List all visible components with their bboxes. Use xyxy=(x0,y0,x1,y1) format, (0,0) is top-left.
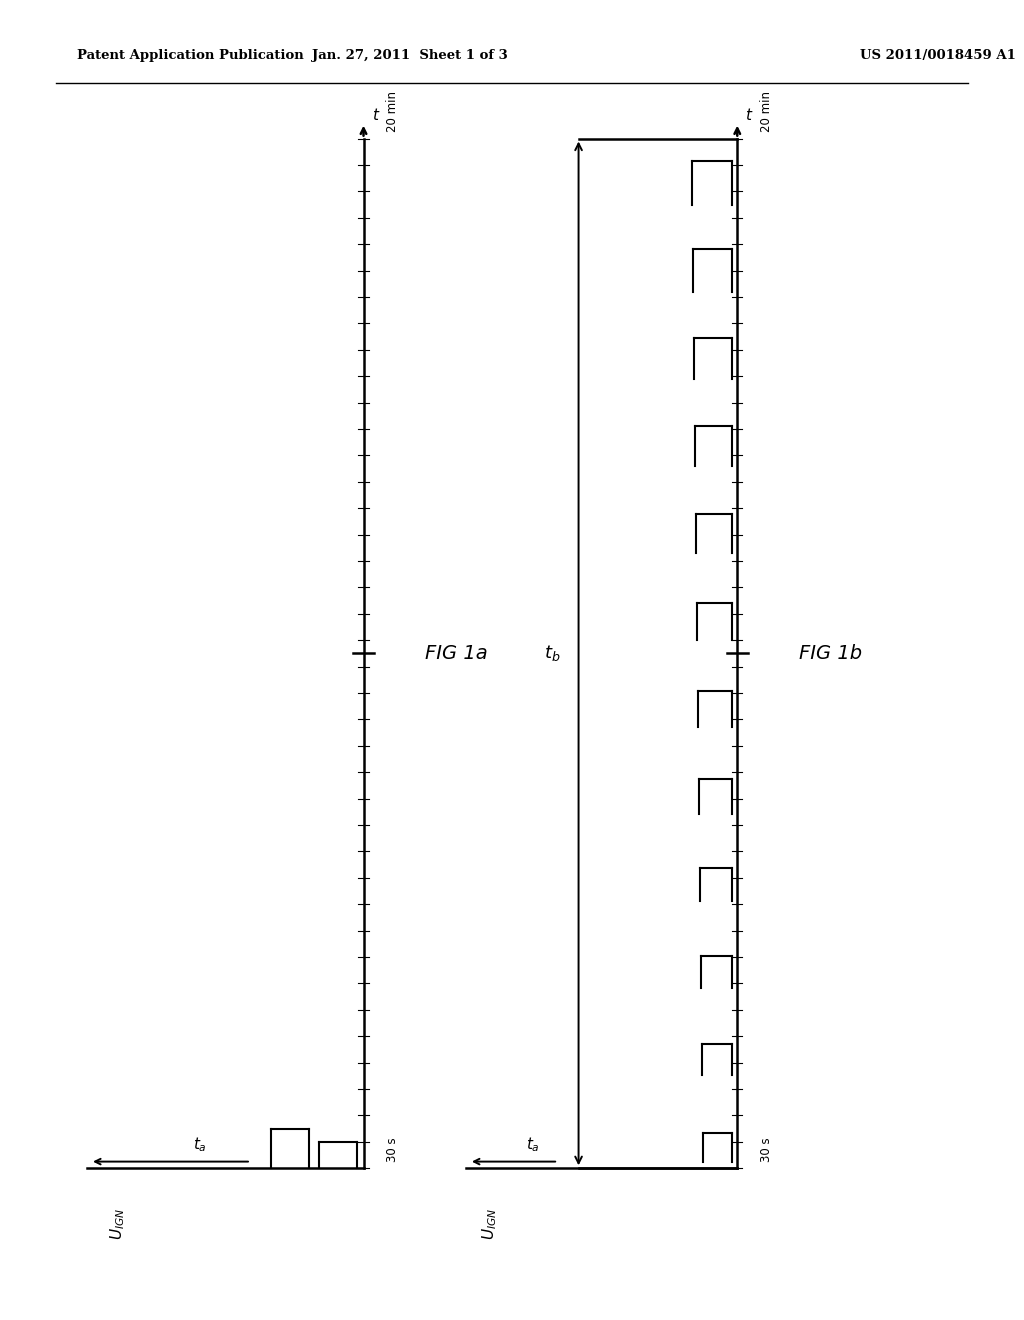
Text: $U_{IGN}$: $U_{IGN}$ xyxy=(480,1208,499,1239)
Text: $U_{IGN}$: $U_{IGN}$ xyxy=(109,1208,127,1239)
Text: $t$: $t$ xyxy=(745,107,754,123)
Text: $t_a$: $t_a$ xyxy=(525,1135,540,1154)
Text: $t_b$: $t_b$ xyxy=(544,643,560,664)
Text: Jan. 27, 2011  Sheet 1 of 3: Jan. 27, 2011 Sheet 1 of 3 xyxy=(311,49,508,62)
Text: 20 min: 20 min xyxy=(386,91,399,132)
Text: 20 min: 20 min xyxy=(760,91,773,132)
Text: Patent Application Publication: Patent Application Publication xyxy=(77,49,303,62)
Text: FIG 1a: FIG 1a xyxy=(425,644,487,663)
Text: FIG 1b: FIG 1b xyxy=(799,644,862,663)
Text: 30 s: 30 s xyxy=(386,1137,399,1162)
Text: $t$: $t$ xyxy=(372,107,380,123)
Text: $t_a$: $t_a$ xyxy=(193,1135,207,1154)
Text: 30 s: 30 s xyxy=(760,1137,773,1162)
Text: US 2011/0018459 A1: US 2011/0018459 A1 xyxy=(860,49,1016,62)
